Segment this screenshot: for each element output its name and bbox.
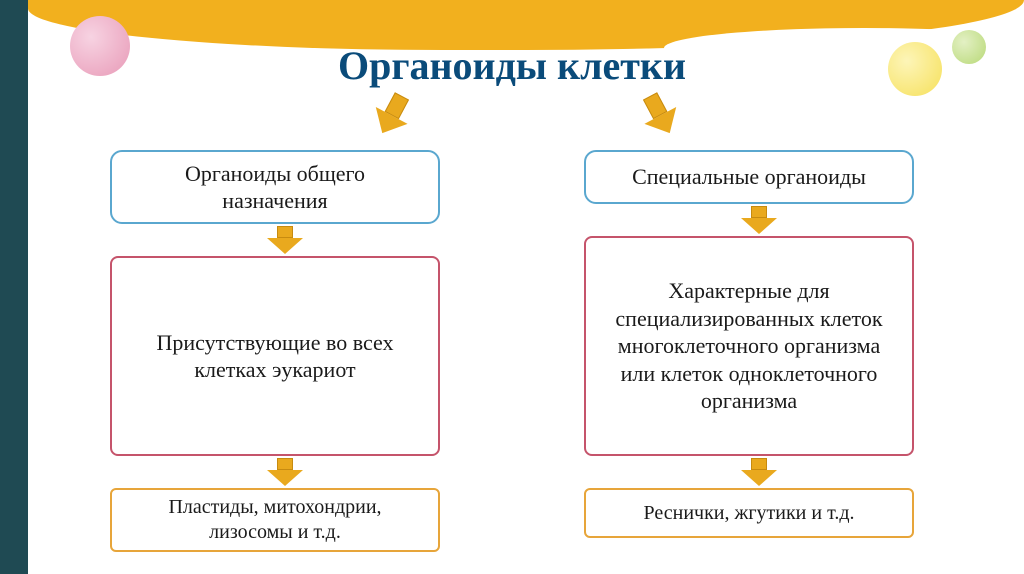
arrow-stem <box>751 206 767 218</box>
arrow-stem <box>277 458 293 470</box>
right-level2-box: Характерные для специализированных клето… <box>584 236 914 456</box>
left-level3-text: Пластиды, митохондрии, лизосомы и т.д. <box>130 495 420 545</box>
arrow-title-left <box>366 88 418 142</box>
left-level1-text: Органоиды общего назначения <box>130 160 420 215</box>
arrow-right-1 <box>741 206 777 234</box>
left-level3-box: Пластиды, митохондрии, лизосомы и т.д. <box>110 488 440 552</box>
arrow-head <box>741 218 777 234</box>
arrow-stem <box>277 226 293 238</box>
arrow-title-right <box>634 88 686 142</box>
arrow-left-1 <box>267 226 303 254</box>
right-level1-box: Специальные органоиды <box>584 150 914 204</box>
left-level2-text: Присутствующие во всех клетках эукариот <box>130 329 420 384</box>
arrow-stem <box>751 458 767 470</box>
left-level1-box: Органоиды общего назначения <box>110 150 440 224</box>
right-level2-text: Характерные для специализированных клето… <box>604 277 894 415</box>
right-level3-box: Реснички, жгутики и т.д. <box>584 488 914 538</box>
arrow-head <box>267 470 303 486</box>
arrow-left-2 <box>267 458 303 486</box>
right-level1-text: Специальные органоиды <box>632 163 866 191</box>
arrow-head <box>267 238 303 254</box>
left-level2-box: Присутствующие во всех клетках эукариот <box>110 256 440 456</box>
arrow-right-2 <box>741 458 777 486</box>
page-title: Органоиды клетки <box>0 42 1024 89</box>
right-level3-text: Реснички, жгутики и т.д. <box>644 501 855 526</box>
arrow-head <box>741 470 777 486</box>
